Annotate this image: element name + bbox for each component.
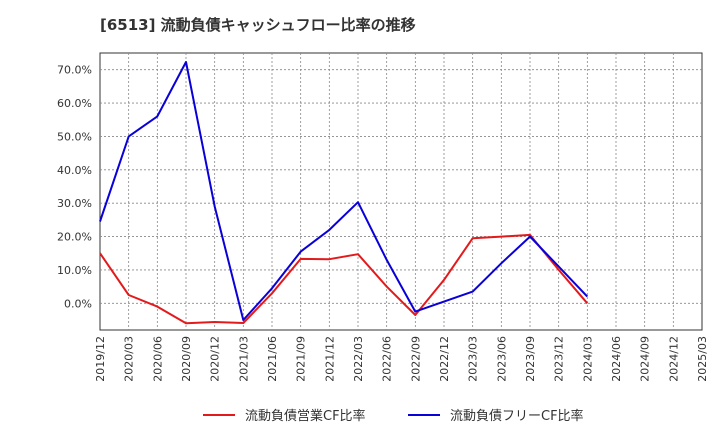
x-tick-label: 2022/09 [409,336,422,382]
y-tick-label: 40.0% [57,164,92,177]
axis-layer: 2019/12 2020/03 2020/06 2020/09 2020/12 2021/… [57,64,709,382]
series-layer [99,61,589,325]
x-tick-label: 2021/06 [266,336,279,382]
x-tick-label: 2023/09 [524,336,537,382]
x-tick-label: 2019/12 [94,336,107,382]
x-tick-label: 2024/12 [667,336,680,382]
legend-label-2: 流動負債フリーCF比率 [450,408,584,424]
y-tick-label: 30.0% [57,197,92,210]
x-tick-label: 2024/09 [639,336,652,382]
chart-title: [6513] 流動負債キャッシュフロー比率の推移 [100,16,416,34]
x-tick-label: 2020/03 [123,336,136,382]
y-tick-label: 20.0% [57,231,92,244]
x-tick-label: 2023/12 [553,336,566,382]
x-tick-label: 2020/09 [180,336,193,382]
x-tick-label: 2025/03 [696,336,709,382]
legend: 流動負債営業CF比率 流動負債フリーCF比率 [203,408,584,424]
x-tick-label: 2020/12 [209,336,222,382]
y-tick-label: 50.0% [57,130,92,143]
x-tick-label: 2023/03 [467,336,480,382]
x-tick-label: 2022/06 [381,336,394,382]
plot-area [99,52,703,331]
x-tick-label: 2021/09 [295,336,308,382]
x-tick-label: 2023/06 [495,336,508,382]
x-tick-label: 2022/12 [438,336,451,382]
legend-label-1: 流動負債営業CF比率 [245,408,366,424]
y-tick-label: 70.0% [57,64,92,77]
x-tick-label: 2024/03 [581,336,594,382]
x-tick-label: 2021/12 [323,336,336,382]
x-tick-label: 2020/06 [151,336,164,382]
x-tick-label: 2022/03 [352,336,365,382]
y-tick-label: 60.0% [57,97,92,110]
x-tick-label: 2021/03 [237,336,250,382]
series-line-2 [99,61,589,321]
y-tick-label: 10.0% [57,264,92,277]
series-line-1 [99,233,589,325]
grid-layer [99,52,703,331]
x-tick-label: 2024/06 [610,336,623,382]
y-tick-label: 0.0% [64,297,92,310]
